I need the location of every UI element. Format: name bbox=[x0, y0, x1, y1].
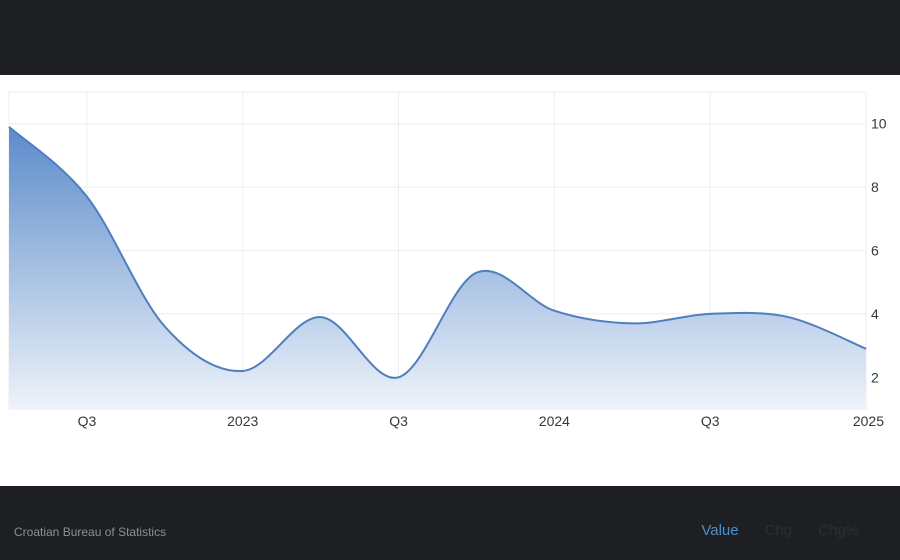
y-tick-label: 6 bbox=[871, 243, 879, 259]
x-tick-label: 2024 bbox=[539, 413, 570, 429]
x-tick-label: 2023 bbox=[227, 413, 258, 429]
chart-footer: Croatian Bureau of Statistics Value Chg … bbox=[0, 522, 900, 545]
x-tick-label: 2025 bbox=[853, 413, 884, 429]
view-tabs: Value Chg Chg% bbox=[701, 522, 859, 539]
tab-chg-pct[interactable]: Chg% bbox=[818, 522, 859, 539]
tab-chg[interactable]: Chg bbox=[764, 522, 793, 539]
y-axis: 2 4 6 8 10 bbox=[871, 116, 887, 386]
series-line bbox=[8, 126, 867, 379]
x-tick-label: Q3 bbox=[78, 413, 97, 429]
x-tick-label: Q3 bbox=[389, 413, 408, 429]
x-tick-label: Q3 bbox=[701, 413, 720, 429]
area-chart: 2 4 6 8 10 Q3 2023 Q3 2024 Q3 2025 bbox=[8, 91, 887, 429]
y-tick-label: 2 bbox=[871, 369, 879, 385]
chart-panel: 2 4 6 8 10 Q3 2023 Q3 2024 Q3 2025 Croatian Burea… bbox=[0, 75, 900, 539]
source-label: Croatian Bureau of Statistics bbox=[14, 525, 167, 539]
tab-value[interactable]: Value bbox=[701, 522, 739, 539]
x-axis: Q3 2023 Q3 2024 Q3 2025 bbox=[78, 413, 885, 429]
area-fill bbox=[9, 126, 866, 409]
y-tick-label: 8 bbox=[871, 179, 879, 195]
y-tick-label: 4 bbox=[871, 306, 879, 322]
y-tick-label: 10 bbox=[871, 116, 887, 132]
